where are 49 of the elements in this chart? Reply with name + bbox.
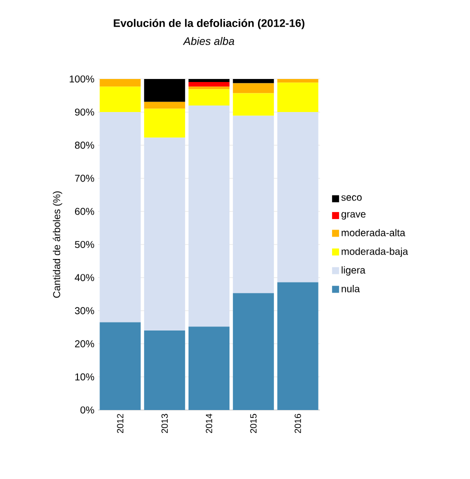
y-tick-label: 30% [74,307,94,314]
bar [188,86,230,90]
bar [144,102,186,109]
bar [100,112,141,322]
x-tick-label: 2015 [250,414,257,434]
bar [188,326,230,410]
bar [277,78,318,83]
y-tick-label: 50% [74,240,94,248]
x-tick-label: 2012 [117,414,124,434]
bar [232,116,274,294]
y-tick-label: 100% [70,75,94,83]
bar [277,282,318,410]
y-tick-label: 60% [75,208,94,215]
chart-subtitle: Abies alba [182,36,234,46]
x-tick-label: 2016 [294,414,301,434]
bar [100,86,141,112]
legend-label: ligera [342,266,366,276]
bar [277,82,318,112]
bar [188,89,230,106]
y-tick-label: 80% [74,142,94,149]
legend-label: nula [342,284,360,292]
y-tick-label: 90% [75,108,94,116]
legend-label: grave [341,212,366,220]
y-tick-label: 70% [75,174,94,182]
y-tick-label: 40% [74,274,94,282]
chart-title: Evolución de la defoliación (2012-16) [114,18,304,30]
legend-label: moderada-baja [342,248,408,257]
y-axis-title: Cantidad de árboles (%) [52,191,62,298]
bar [100,322,141,410]
bar [188,78,230,82]
bar [277,112,318,282]
bar [232,93,274,116]
y-tick-label: 0% [80,406,94,414]
x-tick-label: 2014 [206,414,212,434]
bar [144,78,186,102]
bar [188,82,230,87]
bar [100,78,141,87]
bar [144,330,186,410]
legend-label: seco [341,195,362,201]
bar [144,108,186,138]
bar [232,83,274,94]
bar [144,138,186,331]
bar [232,293,274,410]
bar [232,78,274,84]
x-tick-label: 2013 [161,414,168,434]
y-tick-label: 20% [75,340,94,348]
y-tick-label: 10% [75,373,94,380]
bar [188,105,230,327]
legend-label: moderada-alta [342,228,406,236]
